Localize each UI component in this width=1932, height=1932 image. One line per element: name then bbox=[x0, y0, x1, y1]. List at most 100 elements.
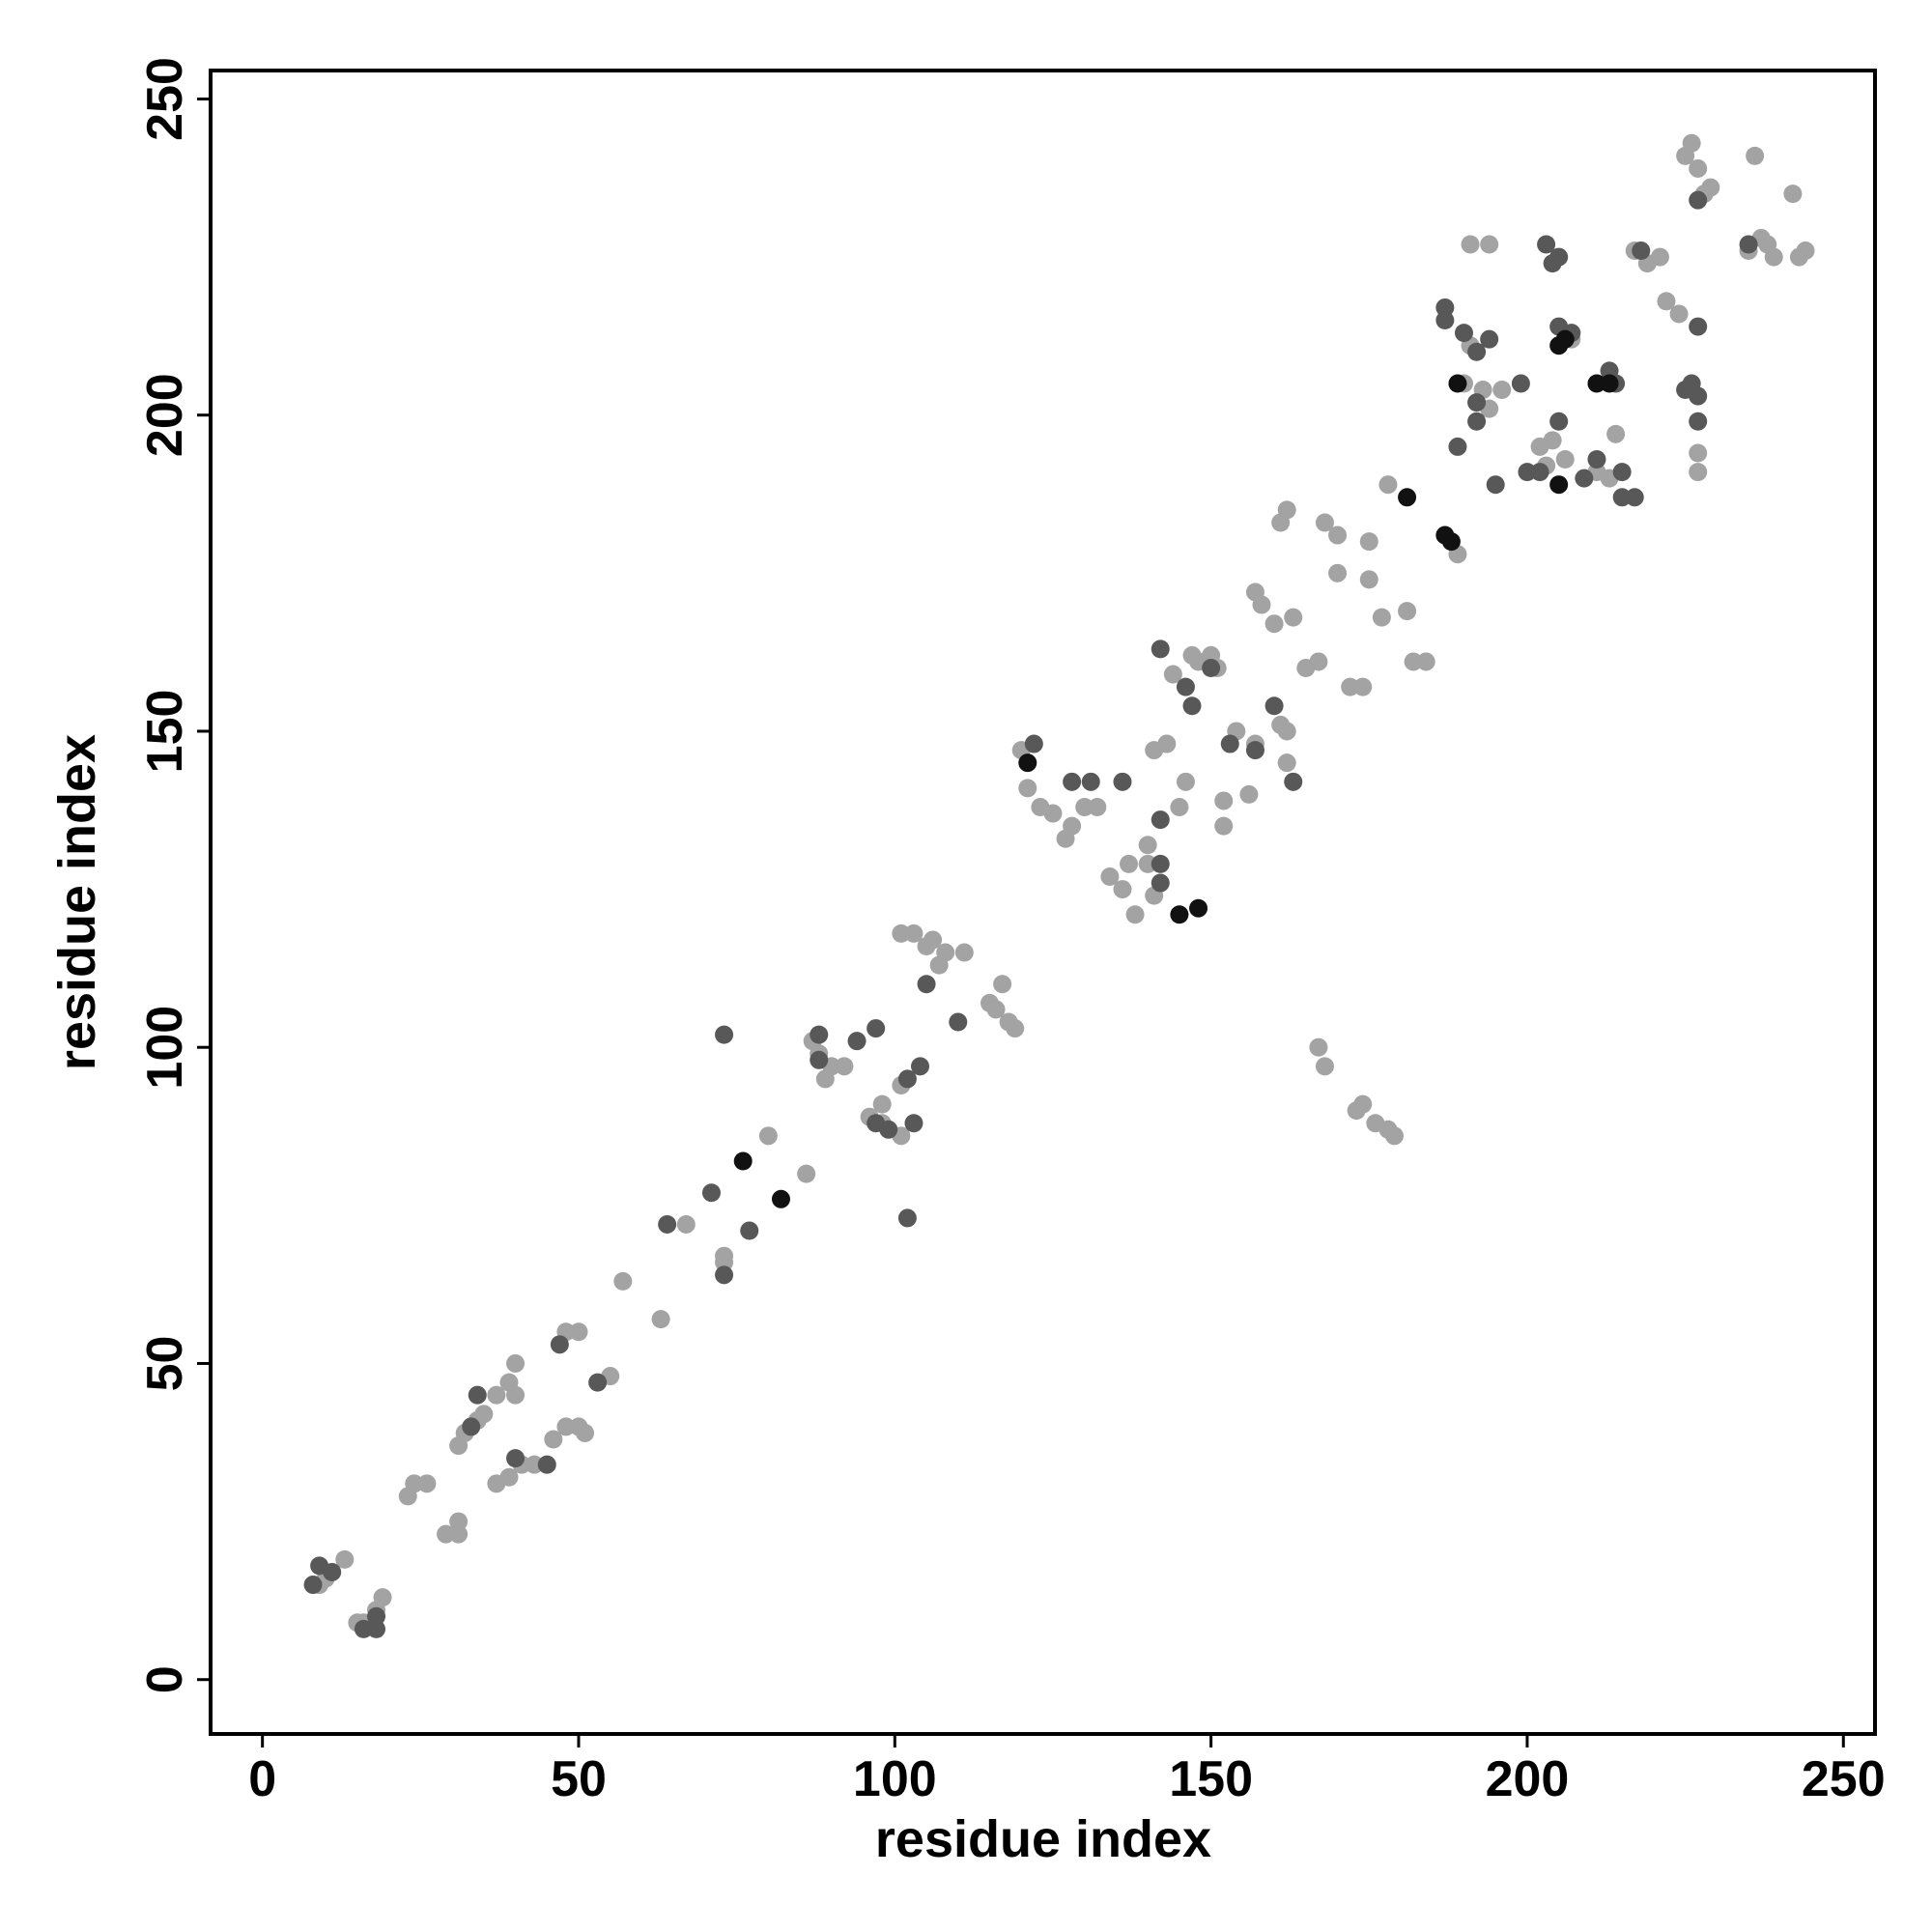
point bbox=[1448, 437, 1467, 456]
point bbox=[1435, 311, 1455, 330]
point bbox=[1315, 1057, 1334, 1076]
point bbox=[1214, 791, 1234, 810]
point bbox=[1448, 374, 1467, 393]
point bbox=[367, 1619, 386, 1638]
point bbox=[499, 1467, 519, 1487]
point bbox=[1252, 595, 1271, 614]
point bbox=[676, 1214, 696, 1234]
point bbox=[1530, 463, 1549, 482]
point bbox=[1309, 652, 1328, 671]
point bbox=[506, 1385, 526, 1405]
point bbox=[715, 1246, 734, 1265]
point bbox=[1587, 450, 1606, 469]
point bbox=[897, 1208, 917, 1228]
point bbox=[1606, 424, 1626, 443]
point bbox=[1555, 450, 1575, 469]
point bbox=[1461, 235, 1480, 254]
point bbox=[1277, 722, 1296, 741]
point bbox=[917, 975, 936, 994]
point bbox=[758, 1126, 778, 1146]
point bbox=[323, 1562, 342, 1581]
point bbox=[1549, 412, 1569, 431]
point bbox=[437, 1524, 456, 1544]
point bbox=[1600, 374, 1619, 393]
point bbox=[1245, 741, 1264, 760]
plot-frame bbox=[209, 69, 1877, 1736]
point bbox=[1264, 614, 1284, 634]
point bbox=[1018, 779, 1037, 798]
x-axis-label: residue index bbox=[875, 1810, 1211, 1868]
point bbox=[1018, 753, 1037, 773]
point bbox=[1328, 526, 1348, 545]
point bbox=[867, 1019, 886, 1038]
point bbox=[1359, 570, 1378, 589]
point bbox=[1163, 665, 1182, 684]
point bbox=[1138, 836, 1157, 855]
point bbox=[544, 1430, 563, 1449]
point bbox=[576, 1423, 595, 1442]
point bbox=[449, 1512, 469, 1531]
point bbox=[1170, 905, 1189, 924]
point bbox=[1689, 412, 1708, 431]
point bbox=[1277, 753, 1296, 773]
point bbox=[1359, 532, 1378, 552]
point bbox=[569, 1322, 588, 1342]
point bbox=[1480, 235, 1499, 254]
point bbox=[701, 1183, 721, 1203]
point bbox=[373, 1588, 392, 1607]
y-axis-label: residue index bbox=[48, 734, 106, 1070]
x-tick-label: 0 bbox=[248, 1751, 276, 1807]
point bbox=[1689, 158, 1708, 178]
point bbox=[1537, 235, 1556, 254]
point bbox=[993, 975, 1012, 994]
point bbox=[1328, 563, 1348, 582]
point bbox=[1024, 734, 1043, 753]
point bbox=[335, 1549, 355, 1569]
point bbox=[847, 1032, 867, 1051]
point bbox=[1587, 374, 1606, 393]
point bbox=[1650, 247, 1669, 267]
point bbox=[556, 1417, 576, 1436]
point bbox=[1384, 1126, 1404, 1146]
point bbox=[1518, 463, 1537, 482]
y-tick-label: 200 bbox=[137, 373, 193, 457]
point bbox=[506, 1449, 526, 1468]
point bbox=[1543, 431, 1562, 450]
point bbox=[1284, 772, 1303, 791]
point bbox=[740, 1221, 759, 1240]
point bbox=[1372, 608, 1391, 627]
point bbox=[1075, 797, 1094, 816]
point bbox=[1549, 247, 1569, 267]
point bbox=[506, 1353, 526, 1373]
point bbox=[1612, 488, 1632, 507]
point bbox=[658, 1214, 677, 1234]
point bbox=[1657, 292, 1676, 311]
point bbox=[1625, 488, 1644, 507]
point bbox=[550, 1335, 569, 1354]
point bbox=[1467, 393, 1487, 412]
point bbox=[1353, 677, 1373, 696]
point bbox=[1669, 304, 1689, 324]
point bbox=[1315, 513, 1334, 532]
point bbox=[923, 930, 943, 950]
x-tick-label: 200 bbox=[1486, 1751, 1570, 1807]
point bbox=[1511, 374, 1530, 393]
point bbox=[1467, 342, 1487, 361]
point bbox=[367, 1606, 386, 1626]
point bbox=[1043, 804, 1063, 823]
y-tick-label: 150 bbox=[137, 690, 193, 774]
point bbox=[1575, 469, 1594, 488]
point bbox=[468, 1385, 487, 1405]
point bbox=[1689, 463, 1708, 482]
point bbox=[1063, 816, 1082, 836]
point bbox=[1309, 1037, 1328, 1057]
point bbox=[1151, 854, 1170, 873]
points bbox=[303, 133, 1815, 1638]
point bbox=[1264, 696, 1284, 716]
point bbox=[1416, 652, 1435, 671]
point bbox=[462, 1417, 481, 1436]
point bbox=[936, 943, 955, 962]
point bbox=[872, 1094, 892, 1114]
point bbox=[1378, 475, 1398, 495]
